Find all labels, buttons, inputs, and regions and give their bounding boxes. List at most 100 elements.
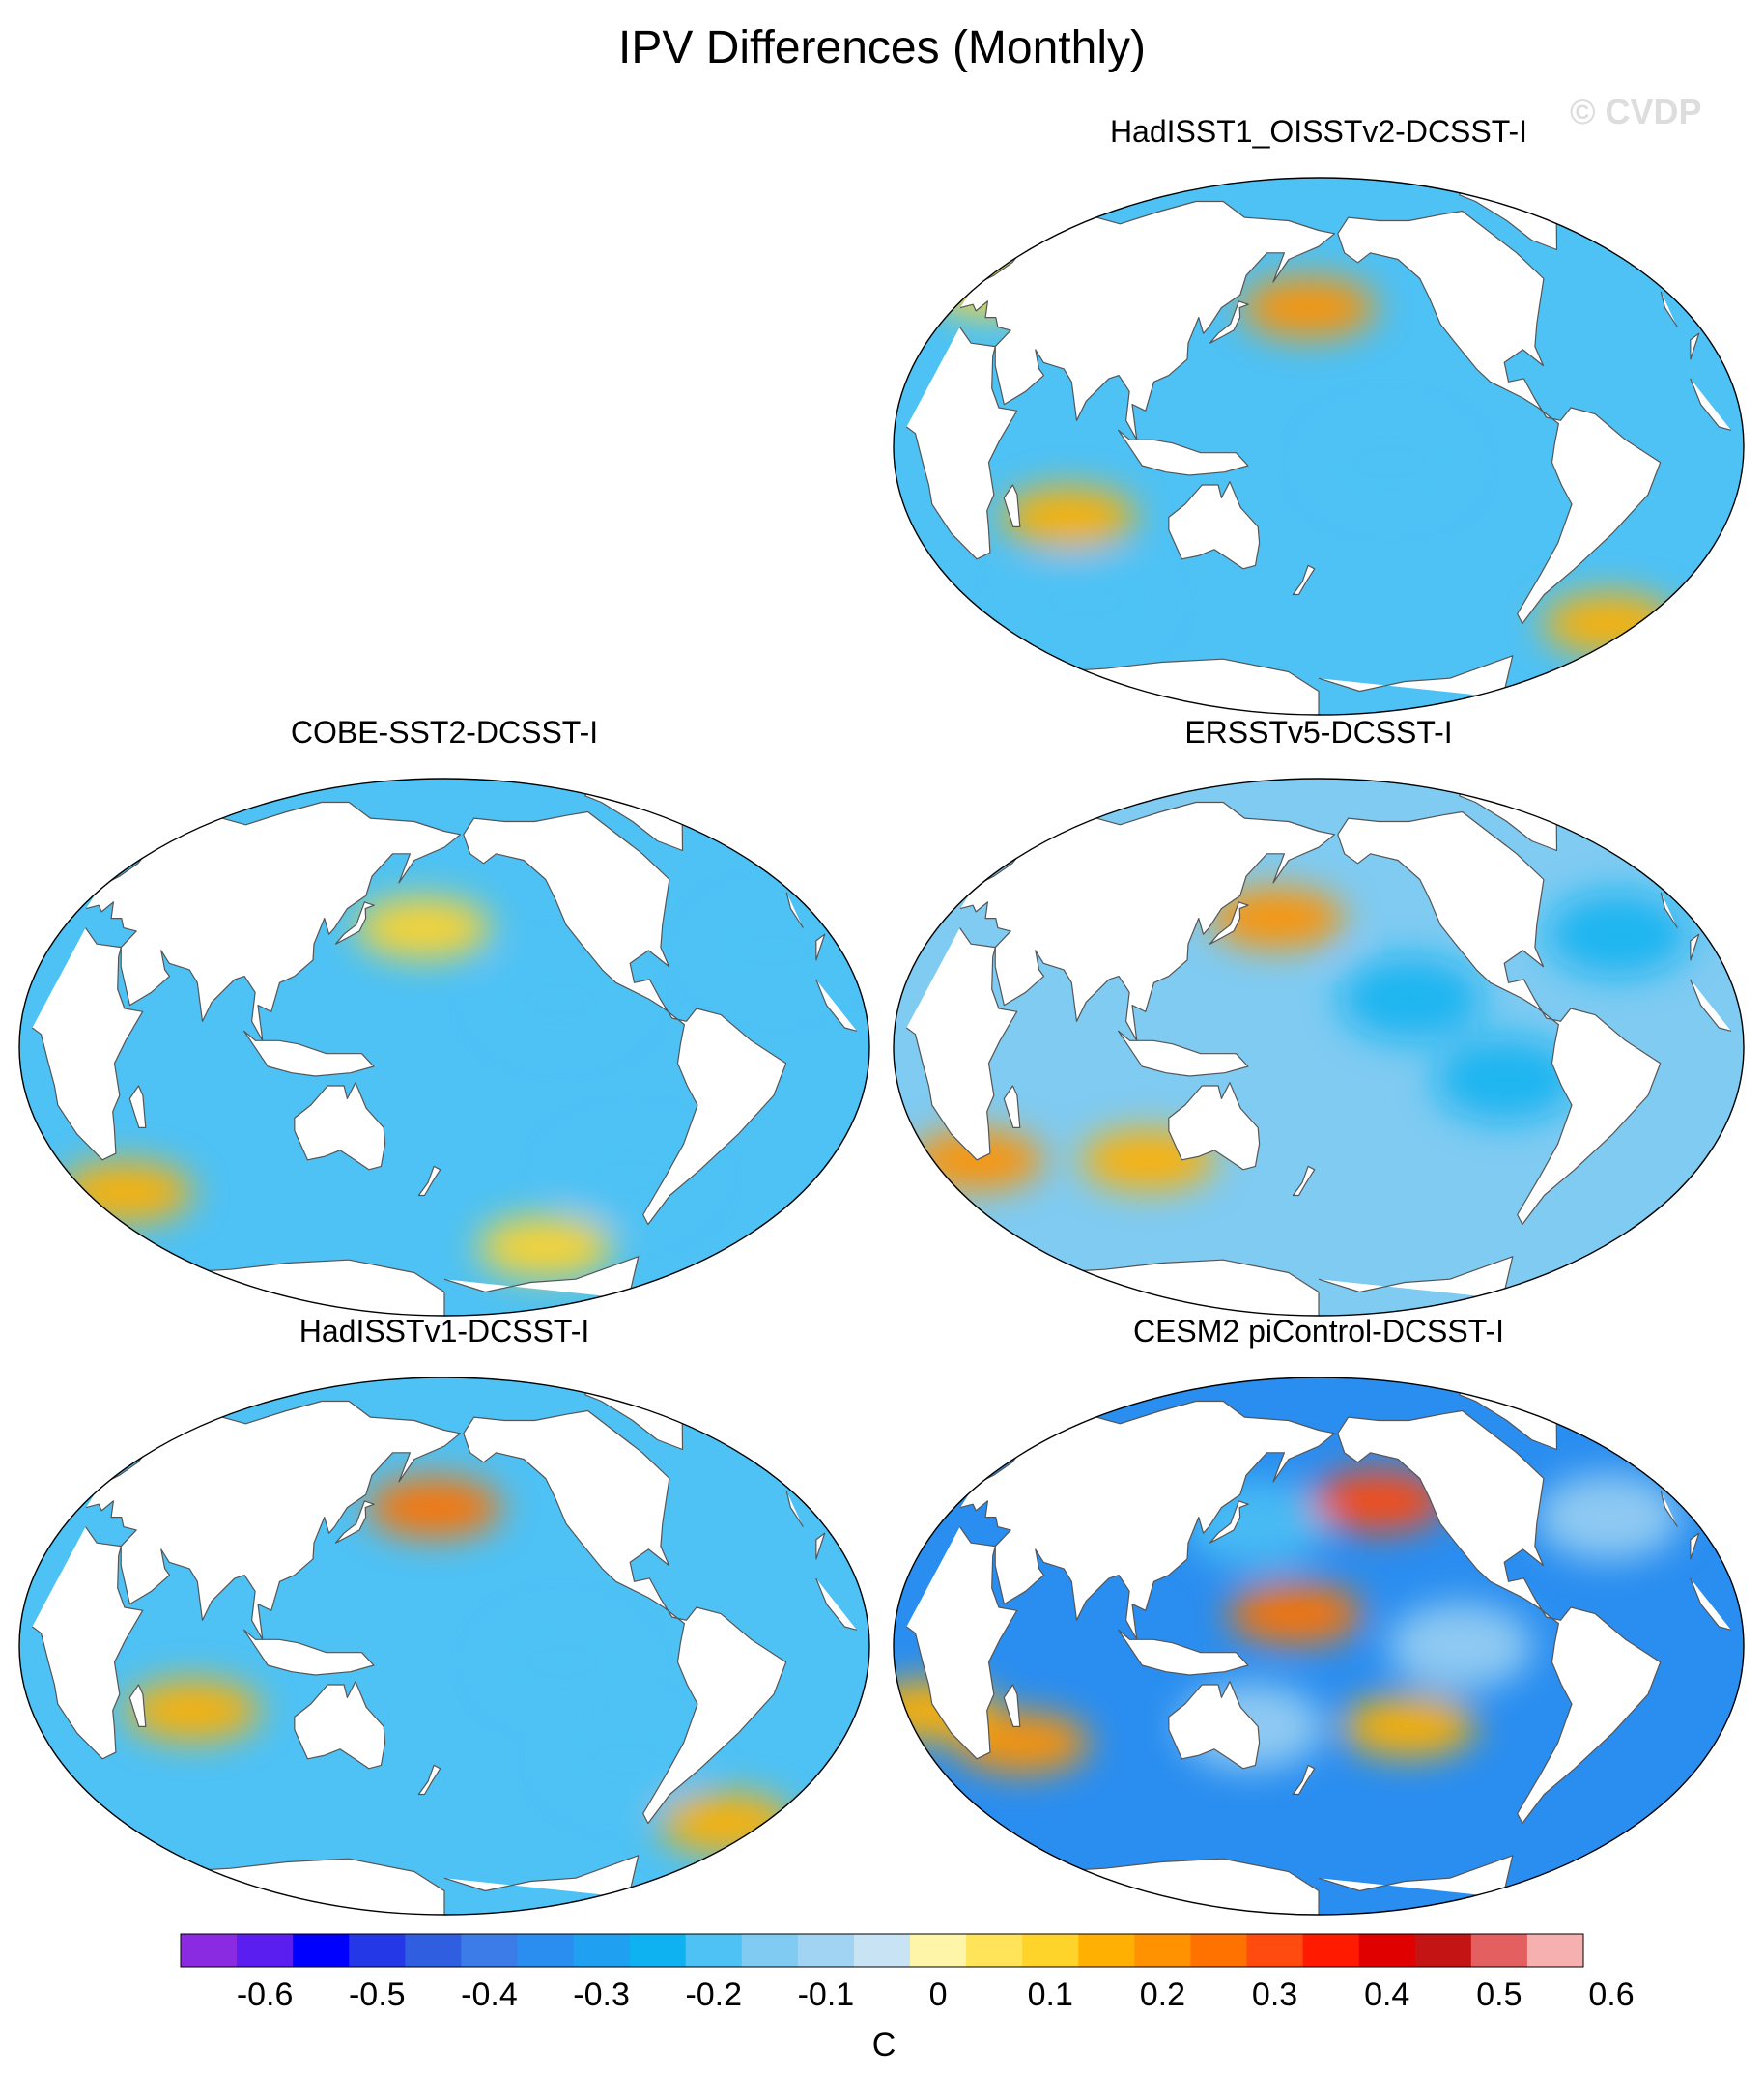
- anomaly-cool: [1317, 418, 1463, 506]
- land-indonesia: [1118, 1629, 1249, 1676]
- colorbar-swatch: [1302, 1934, 1360, 1967]
- land-americas: [463, 1409, 787, 1825]
- land-africa: [906, 1526, 1732, 1760]
- colorbar-swatch: [1246, 1934, 1304, 1967]
- land-madagascar: [1003, 1085, 1021, 1128]
- colorbar-swatch: [1022, 1934, 1079, 1967]
- anomaly-warm: [125, 1679, 261, 1742]
- land-indonesia: [1118, 1030, 1249, 1077]
- land-australia: [1168, 1082, 1261, 1171]
- colorbar-tick-label: -0.6: [236, 1976, 294, 2013]
- map-outline: [893, 177, 1745, 716]
- map-3: [893, 778, 1745, 1317]
- anomaly-cool: [1012, 557, 1158, 645]
- panel-title-2: COBE-SST2-DCSST-I: [290, 715, 599, 750]
- colorbar-swatch: [1470, 1934, 1528, 1967]
- land-indonesia: [243, 1030, 375, 1077]
- land-eurasia: [85, 801, 804, 1041]
- ocean-field: [19, 1377, 869, 1915]
- land-nz: [1292, 1764, 1316, 1796]
- anomaly-warm: [1209, 887, 1346, 950]
- land-africa: [906, 927, 1732, 1161]
- land-americas: [1337, 210, 1662, 625]
- land-japan: [334, 1500, 375, 1544]
- land-nz: [1292, 1165, 1316, 1197]
- continents: [906, 779, 1732, 1316]
- panel-title-1: HadISST1_OISSTv2-DCSST-I: [1109, 114, 1528, 149]
- colorbar-swatch: [573, 1934, 631, 1967]
- map-4: [18, 1377, 870, 1916]
- ocean-field: [894, 779, 1744, 1316]
- anomaly-cool: [700, 906, 846, 994]
- colorbar-tick-label: -0.1: [797, 1976, 855, 2013]
- land-indonesia: [243, 1629, 375, 1676]
- continents: [32, 1377, 858, 1915]
- anomaly-cool: [489, 1618, 635, 1706]
- continents: [906, 1377, 1732, 1915]
- colorbar-swatch: [405, 1934, 462, 1967]
- land-antarctica: [1046, 1256, 1514, 1316]
- land-eurasia: [959, 801, 1678, 1041]
- colorbar-tick-label: 0.5: [1476, 1976, 1522, 2013]
- map-panel-1: HadISST1_OISSTv2-DCSST-I: [884, 114, 1753, 732]
- colorbar-swatch: [1078, 1934, 1135, 1967]
- colorbar-swatch: [741, 1934, 799, 1967]
- map-1: [893, 177, 1745, 716]
- anomaly-cool: [1339, 954, 1485, 1042]
- colorbar-swatch: [293, 1934, 350, 1967]
- colorbar-swatch: [685, 1934, 743, 1967]
- map-panel-4: HadISSTv1-DCSST-I: [10, 1314, 879, 1932]
- map-panel-3: ERSSTv5-DCSST-I: [884, 715, 1753, 1333]
- anomaly-cool: [1434, 1036, 1579, 1123]
- panel-title-4: HadISSTv1-DCSST-I: [299, 1314, 590, 1349]
- colorbar-tick-label: -0.2: [685, 1976, 743, 2013]
- ocean-field: [19, 779, 869, 1316]
- land-nz: [1292, 564, 1316, 596]
- anomaly-warm: [1340, 1695, 1476, 1758]
- colorbar-swatch: [853, 1934, 911, 1967]
- colorbar-tick-label: 0.1: [1027, 1976, 1073, 2013]
- land-eurasia: [85, 1400, 804, 1640]
- colorbar-tick-label: -0.3: [573, 1976, 630, 2013]
- colorbar-swatch: [910, 1934, 967, 1967]
- land-madagascar: [128, 1085, 147, 1128]
- land-antarctica: [172, 1256, 640, 1316]
- continents: [906, 178, 1732, 715]
- watermark: © CVDP: [1570, 92, 1702, 131]
- colorbar-tick-label: -0.5: [348, 1976, 406, 2013]
- colorbar-tick-label: -0.4: [461, 1976, 518, 2013]
- anomaly-warm: [1310, 1469, 1446, 1532]
- anomaly-warm: [1227, 1582, 1363, 1645]
- land-nz: [417, 1764, 441, 1796]
- map-outline: [893, 1377, 1745, 1916]
- anomaly-warm: [1542, 592, 1678, 655]
- colorbar-tick-label: 0.2: [1139, 1976, 1186, 2013]
- colorbar-swatch: [1414, 1934, 1472, 1967]
- land-americas: [1337, 810, 1662, 1226]
- main-title: IPV Differences (Monthly): [618, 22, 1146, 73]
- land-americas: [463, 810, 787, 1226]
- colorbar-frame: [180, 1933, 1584, 1968]
- map-outline: [18, 778, 870, 1317]
- map-2: [18, 778, 870, 1317]
- map-panel-2: COBE-SST2-DCSST-I: [10, 715, 879, 1333]
- land-africa: [906, 327, 1732, 560]
- land-antarctica: [1046, 1855, 1514, 1915]
- colorbar-swatch: [237, 1934, 294, 1967]
- anomaly-warm: [366, 1476, 502, 1539]
- colorbar-unit: C: [871, 2027, 896, 2063]
- colorbar-tick-label: 0: [928, 1976, 948, 2013]
- land-madagascar: [1003, 484, 1021, 527]
- land-nz: [417, 1165, 441, 1197]
- colorbar-swatch: [797, 1934, 855, 1967]
- colorbar-swatch: [461, 1934, 518, 1967]
- anomaly-warm: [356, 896, 492, 959]
- land-madagascar: [128, 1684, 147, 1727]
- land-australia: [294, 1681, 386, 1770]
- colorbar-swatch: [1358, 1934, 1416, 1967]
- land-japan: [1209, 901, 1249, 945]
- ocean-field: [894, 178, 1744, 715]
- anomaly-cool: [1545, 891, 1691, 979]
- ocean-field: [894, 1377, 1744, 1915]
- anomaly-warm: [477, 1215, 613, 1278]
